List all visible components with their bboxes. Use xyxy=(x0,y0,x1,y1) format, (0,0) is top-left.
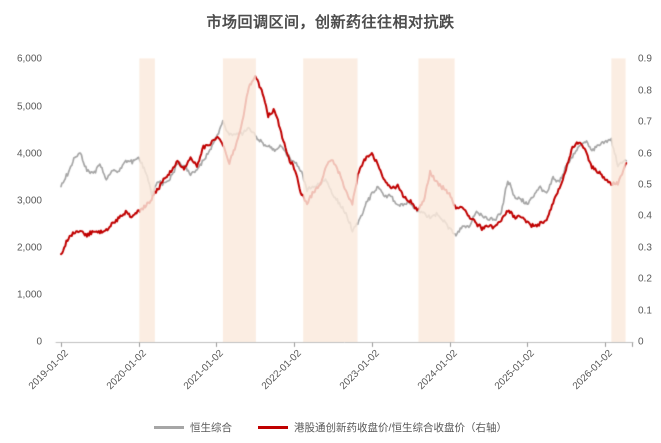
right-axis-label: 0 xyxy=(638,336,644,348)
left-axis-label: 4,000 xyxy=(16,148,42,160)
left-axis-label: 1,000 xyxy=(16,289,42,301)
right-axis-label: 0.3 xyxy=(638,242,652,254)
chart-legend: 恒生综合 港股通创新药收盘价/恒生综合收盘价（右轴） xyxy=(0,420,661,435)
chart-title: 市场回调区间，创新药往往相对抗跌 xyxy=(206,14,455,31)
right-axis-label: 0.5 xyxy=(638,179,652,191)
right-axis-label: 0.2 xyxy=(638,273,652,285)
left-axis-label: 0 xyxy=(36,336,42,348)
legend-item-ratio: 港股通创新药收盘价/恒生综合收盘价（右轴） xyxy=(258,420,507,435)
red-line-swatch-icon xyxy=(258,426,289,429)
legend-item-hang-seng: 恒生综合 xyxy=(154,420,232,435)
right-axis-label: 0.6 xyxy=(638,148,652,160)
right-axis-label: 0.9 xyxy=(638,53,652,65)
left-axis-label: 2,000 xyxy=(16,242,42,254)
left-axis-label: 5,000 xyxy=(16,101,42,112)
left-axis-label: 3,000 xyxy=(16,195,42,207)
left-axis-label: 6,000 xyxy=(16,53,42,65)
right-axis-label: 0.8 xyxy=(638,85,652,97)
gray-line-swatch-icon xyxy=(154,426,185,429)
legend-label-ratio: 港股通创新药收盘价/恒生综合收盘价（右轴） xyxy=(294,422,507,434)
right-axis-label: 0.1 xyxy=(638,305,652,317)
right-axis-label: 0.7 xyxy=(638,116,652,128)
legend-label-hang-seng: 恒生综合 xyxy=(190,422,233,434)
right-axis-label: 0.4 xyxy=(638,210,652,222)
